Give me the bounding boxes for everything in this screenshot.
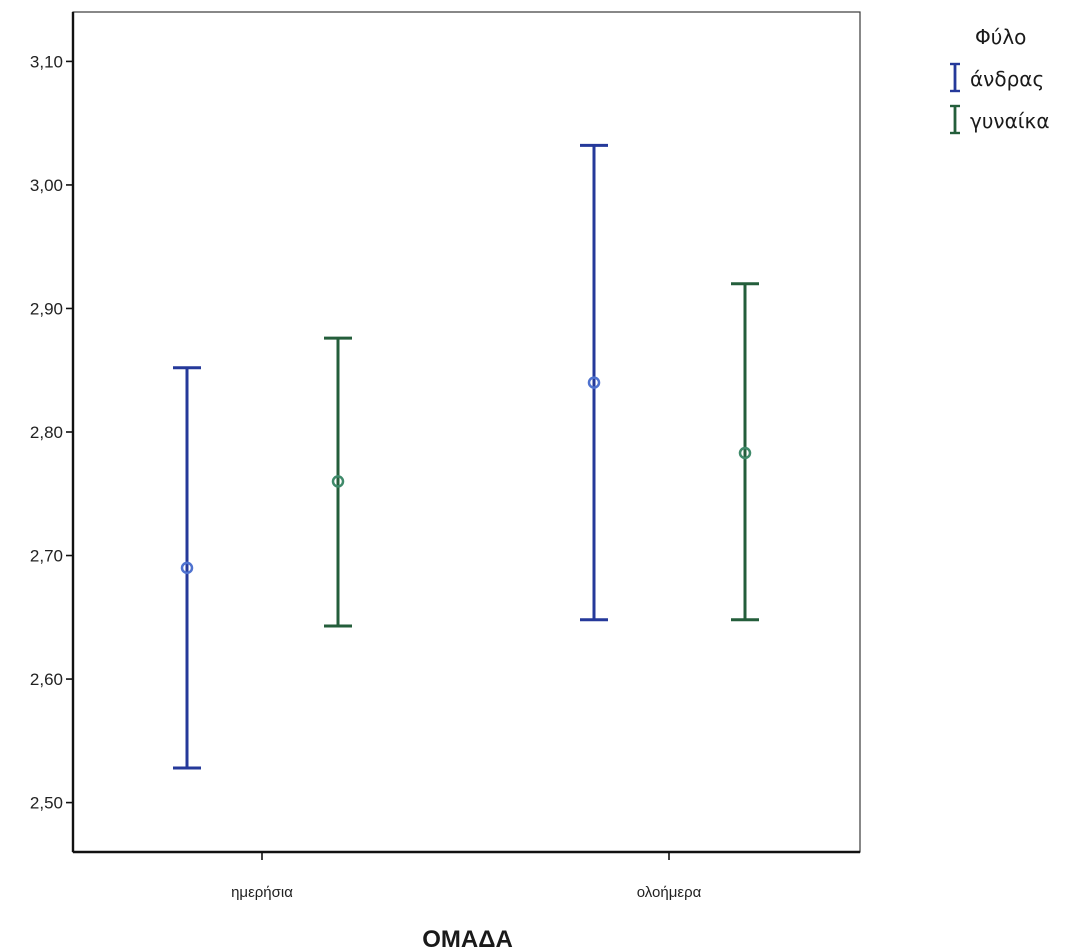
series-andras	[173, 143, 608, 770]
y-tick-label: 2,80	[30, 423, 63, 442]
mean-marker	[587, 376, 601, 389]
plot-border	[72, 11, 861, 853]
y-tick-label: 2,60	[30, 670, 63, 689]
y-axis: 2,50 2,60 2,70 2,80 2,90 3,00 3,10	[30, 52, 73, 813]
legend-label: γυναίκα	[970, 109, 1050, 133]
x-axis: ημερήσια ολοήμερα	[231, 852, 702, 901]
legend-label: άνδρας	[970, 67, 1044, 91]
mean-marker	[180, 561, 194, 575]
y-tick-label: 2,70	[30, 547, 63, 566]
y-tick-label: 3,00	[30, 176, 63, 195]
y-tick-label: 3,10	[30, 52, 63, 71]
series-gynaika	[324, 282, 759, 628]
plot-frame	[71, 11, 861, 854]
y-tick-label: 2,90	[30, 299, 63, 318]
legend: Φύλο άνδρας γυναίκα	[950, 25, 1050, 135]
x-tick-label: ολοήμερα	[637, 884, 702, 901]
legend-title: Φύλο	[975, 25, 1026, 49]
mean-marker	[331, 475, 345, 488]
series-layer	[173, 143, 759, 770]
x-axis-title: ΟΜΑΔΑ	[422, 926, 513, 950]
mean-marker	[738, 446, 752, 460]
x-tick-label: ημερήσια	[231, 884, 293, 901]
y-tick-label: 2,50	[30, 794, 63, 813]
